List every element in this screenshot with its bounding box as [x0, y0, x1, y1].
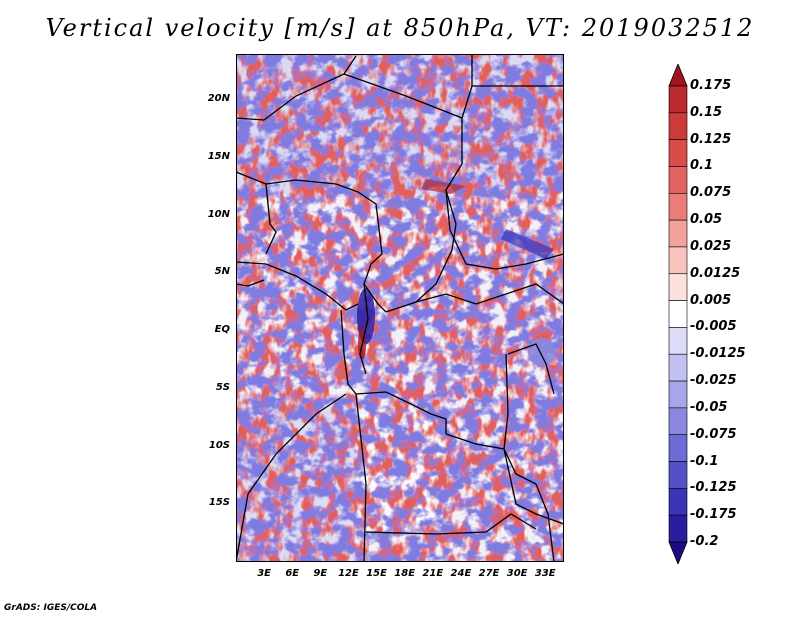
colorbar-swatch	[668, 488, 688, 516]
map-frame	[236, 54, 564, 562]
colorbar-swatch	[668, 353, 688, 382]
lon-tick-label: 24E	[450, 568, 472, 579]
colorbar-max-triangle	[668, 62, 688, 87]
lon-tick-label: 30E	[506, 568, 528, 579]
colorbar-tick-label: -0.05	[690, 399, 728, 415]
updraft-band	[421, 179, 466, 194]
colorbar-swatch	[668, 514, 688, 543]
colorbar-swatch	[668, 380, 688, 409]
country-borders	[236, 54, 564, 562]
lon-tick-label: 15E	[366, 568, 387, 579]
colorbar-swatch	[668, 461, 688, 489]
lat-tick-label: 15S	[208, 497, 230, 509]
colorbar-swatch	[668, 300, 688, 328]
colorbar-swatch	[668, 219, 688, 248]
colorbar-swatch	[668, 246, 688, 275]
colorbar-tick-label: 0.125	[690, 131, 732, 147]
lon-tick-label: 6E	[285, 568, 300, 579]
colorbar-swatch	[668, 192, 688, 221]
lat-tick-label: 20N	[207, 93, 230, 105]
colorbar-tick-label: 0.005	[690, 292, 732, 308]
colorbar-tick-label: 0.175	[690, 78, 732, 93]
lon-tick-label: 12E	[338, 568, 359, 579]
colorbar-min-triangle	[668, 541, 688, 566]
lon-tick-label: 3E	[257, 568, 271, 579]
chart-title: Vertical velocity [m/s] at 850hPa, VT: 2…	[45, 14, 755, 42]
lon-tick-label: 9E	[313, 568, 328, 579]
lon-tick-label: 21E	[422, 568, 444, 579]
colorbar-swatch	[668, 434, 688, 462]
colorbar-swatch	[668, 273, 688, 301]
colorbar-tick-label: 0.1	[690, 158, 714, 174]
lat-tick-label: 10N	[207, 208, 230, 220]
colorbar-swatch	[668, 139, 688, 167]
lon-tick-label: 33E	[534, 568, 556, 579]
lake-victoria-feature	[528, 338, 556, 366]
colorbar-tick-label: 0.15	[690, 104, 723, 120]
colorbar: 0.175 0.15 0.125 0.1 0.075 0.05 0.025 0.0125 0.0…	[668, 62, 788, 566]
colorbar-tick-label: -0.0125	[690, 346, 746, 362]
lat-tick-label: 5N	[214, 266, 230, 278]
colorbar-tick-label: 0.025	[690, 238, 732, 254]
lat-tick-label: 5S	[215, 381, 230, 393]
grads-credit: GrADS: IGES/COLA	[4, 603, 98, 613]
colorbar-tick-label: -0.175	[690, 507, 737, 523]
colorbar-swatch	[668, 112, 688, 140]
velocity-field-map	[236, 54, 564, 562]
downdraft-band	[501, 229, 554, 259]
lat-tick-label: 15N	[207, 150, 230, 162]
colorbar-swatch	[668, 85, 688, 114]
colorbar-bar	[668, 62, 688, 566]
colorbar-tick-label: 0.075	[690, 185, 732, 201]
colorbar-swatch	[668, 166, 688, 194]
colorbar-tick-label: -0.125	[690, 480, 737, 496]
colorbar-swatch	[668, 327, 688, 355]
lat-tick-label: 10S	[208, 439, 230, 451]
lon-tick-label: 27E	[478, 568, 500, 579]
colorbar-tick-label: -0.2	[690, 534, 719, 549]
lon-tick-label: 18E	[394, 568, 416, 579]
lat-tick-label: EQ	[214, 324, 230, 336]
colorbar-tick-label: 0.05	[690, 212, 723, 228]
colorbar-tick-label: -0.005	[690, 319, 737, 335]
colorbar-tick-label: 0.0125	[690, 265, 741, 281]
colorbar-tick-label: -0.025	[690, 373, 737, 389]
colorbar-swatch	[668, 407, 688, 436]
map-panel	[236, 54, 564, 562]
colorbar-tick-label: -0.075	[690, 426, 737, 442]
colorbar-tick-label: -0.1	[690, 453, 719, 469]
